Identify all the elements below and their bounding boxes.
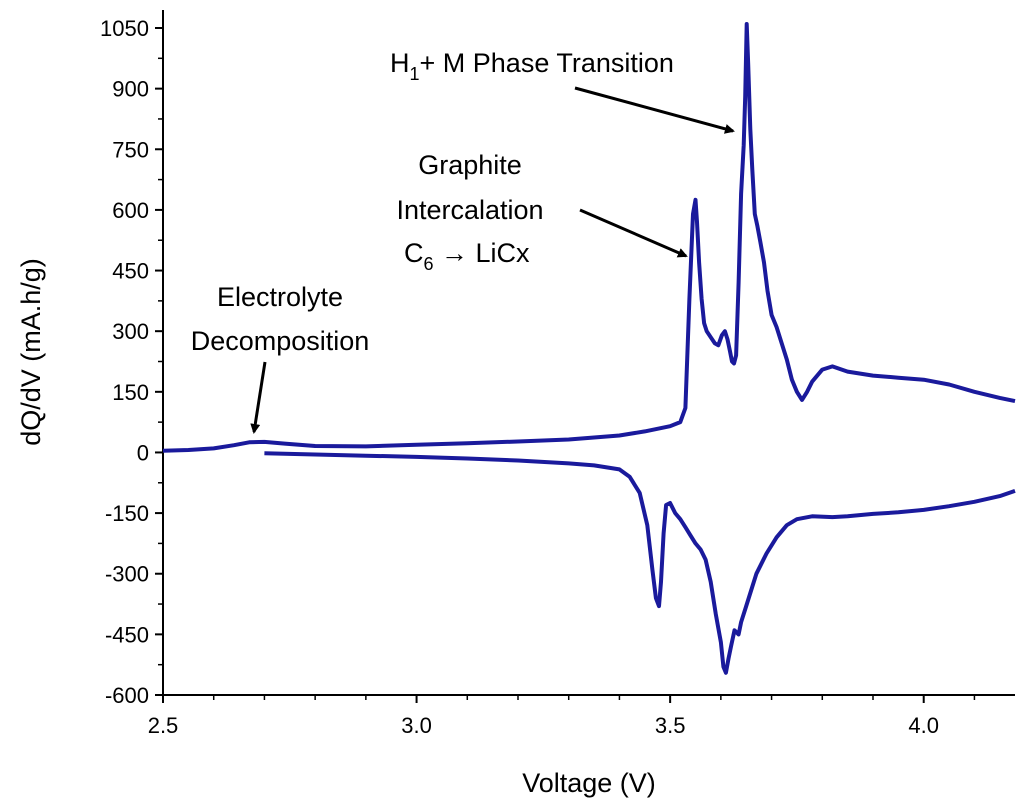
x-axis-title: Voltage (V) [522,768,656,798]
y-ticks: 1050 900 750 600 450 300 150 0 -150 -300 -450 -600 [100,16,163,708]
annotation-phase-h: H [390,48,410,78]
annotation-phase-arrow [574,86,735,134]
annotation-phase-rest: + M Phase Transition [420,48,674,78]
annotation-graphite-sub: 6 [424,254,434,274]
x-tick-label: 4.0 [908,713,939,738]
y-tick-label: 0 [137,440,149,465]
annotation-electrolyte-arrow [250,361,267,434]
x-tick-label: 3.0 [401,713,432,738]
y-tick-label: 900 [112,77,149,102]
series-charge-line [162,22,1016,453]
annotation-graphite-c: C [404,238,424,268]
x-tick-label: 3.5 [655,713,686,738]
x-tick-label: 2.5 [148,713,179,738]
y-tick-label: -150 [105,501,149,526]
annotation-phase-transition: H1+ M Phase Transition [390,48,674,84]
annotation-graphite-line2: Intercalation [396,195,543,225]
y-tick-label: 750 [112,137,149,162]
annotation-graphite-rest: → LiCx [434,238,531,268]
annotation-graphite-arrow [579,208,688,258]
y-tick-label: 300 [112,319,149,344]
y-tick-label: -300 [105,562,149,587]
y-tick-label: -450 [105,622,149,647]
y-tick-label: -600 [105,683,149,708]
y-tick-label: 450 [112,259,149,284]
series-discharge-line [264,451,1016,675]
annotation-phase-sub: 1 [410,64,420,84]
annotation-graphite-line1: Graphite [418,150,522,180]
y-axis-title: dQ/dV (mA.h/g) [16,258,46,446]
y-tick-label: 150 [112,380,149,405]
annotation-electrolyte-line1: Electrolyte [217,282,343,312]
y-tick-label: 600 [112,198,149,223]
x-ticks: 2.5 3.0 3.5 4.0 [148,695,976,738]
annotation-graphite-line3: C6 → LiCx [404,238,530,274]
y-tick-label: 1050 [100,16,149,41]
annotation-electrolyte-line2: Decomposition [191,326,370,356]
